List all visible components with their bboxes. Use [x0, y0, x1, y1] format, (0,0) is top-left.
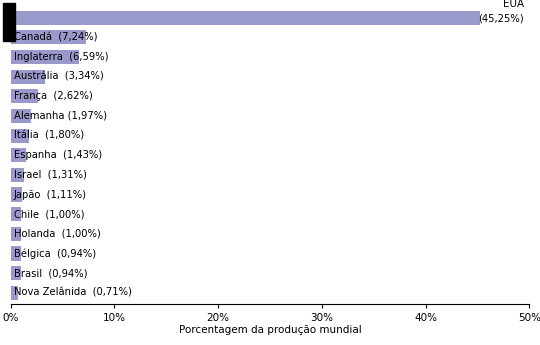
- Text: Brasil  (0,94%): Brasil (0,94%): [14, 268, 87, 278]
- Text: Nova Zelânida  (0,71%): Nova Zelânida (0,71%): [14, 288, 132, 298]
- Bar: [11, 148, 25, 162]
- Bar: [11, 129, 30, 143]
- Text: França  (2,62%): França (2,62%): [14, 91, 93, 101]
- Bar: [11, 168, 24, 182]
- Text: Japão  (1,11%): Japão (1,11%): [14, 189, 87, 199]
- Text: Chile  (1,00%): Chile (1,00%): [14, 209, 84, 219]
- Text: Alemanha (1,97%): Alemanha (1,97%): [14, 111, 107, 121]
- Bar: [11, 50, 79, 64]
- X-axis label: Porcentagem da produção mundial: Porcentagem da produção mundial: [179, 325, 361, 335]
- Text: EUA: EUA: [503, 0, 524, 9]
- Bar: [11, 246, 21, 260]
- Bar: [11, 187, 22, 201]
- Bar: [11, 286, 18, 300]
- Text: Austrália  (3,34%): Austrália (3,34%): [14, 72, 104, 82]
- Bar: [11, 89, 38, 104]
- Bar: [11, 266, 21, 280]
- Bar: [11, 30, 86, 45]
- Text: Inglaterra  (6,59%): Inglaterra (6,59%): [14, 52, 109, 62]
- Bar: [11, 11, 480, 25]
- Text: Bélgica  (0,94%): Bélgica (0,94%): [14, 248, 96, 259]
- Text: Canadá  (7,24%): Canadá (7,24%): [14, 32, 97, 42]
- Text: Espanha  (1,43%): Espanha (1,43%): [14, 150, 102, 160]
- Bar: [11, 207, 21, 221]
- Bar: [11, 227, 21, 241]
- Text: (45,25%): (45,25%): [478, 14, 524, 24]
- Text: Holanda  (1,00%): Holanda (1,00%): [14, 229, 100, 239]
- Bar: [11, 109, 31, 123]
- Bar: [11, 70, 45, 84]
- Text: Itália  (1,80%): Itália (1,80%): [14, 131, 84, 141]
- Text: Israel  (1,31%): Israel (1,31%): [14, 170, 87, 180]
